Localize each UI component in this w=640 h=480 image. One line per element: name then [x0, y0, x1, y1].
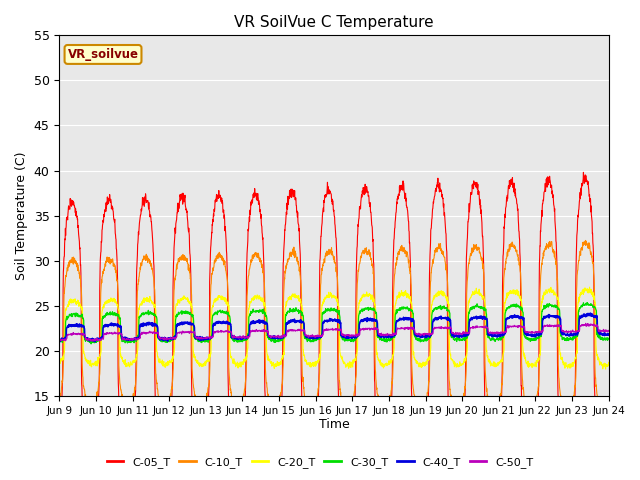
C-40_T [209, 333, 216, 338]
C-10_T [209, 270, 216, 276]
Text: VR_soilvue: VR_soilvue [67, 48, 138, 61]
C-40_T [556, 316, 564, 322]
C-05_T [209, 223, 216, 228]
C-50_T [362, 325, 369, 331]
Line: C-50_T: C-50_T [60, 324, 609, 341]
C-40_T [605, 332, 612, 337]
C-05_T [350, 421, 358, 427]
Line: C-20_T: C-20_T [60, 287, 609, 369]
C-10_T [362, 248, 369, 254]
C-40_T [494, 332, 502, 337]
Line: C-40_T: C-40_T [60, 313, 609, 342]
C-10_T [600, 414, 607, 420]
C-10_T [572, 382, 579, 387]
C-20_T [605, 360, 612, 365]
C-30_T [556, 330, 564, 336]
C-05_T [493, 447, 501, 453]
C-50_T [605, 328, 612, 334]
C-40_T [587, 310, 595, 316]
C-20_T [350, 359, 358, 364]
C-10_T [556, 390, 564, 396]
C-50_T [556, 324, 564, 329]
C-05_T [605, 448, 612, 454]
C-30_T [583, 300, 591, 306]
C-20_T [556, 350, 564, 356]
C-05_T [556, 432, 564, 438]
C-05_T [572, 380, 579, 385]
C-30_T [209, 312, 216, 318]
C-10_T [605, 403, 612, 408]
C-40_T [362, 317, 370, 323]
C-30_T [350, 338, 358, 344]
C-50_T [582, 321, 589, 326]
C-05_T [580, 169, 588, 175]
C-40_T [350, 335, 358, 340]
C-40_T [572, 332, 579, 337]
C-30_T [572, 333, 579, 339]
C-20_T [362, 291, 369, 297]
C-10_T [56, 397, 63, 403]
C-40_T [92, 339, 99, 345]
C-50_T [56, 338, 63, 344]
C-20_T [56, 359, 63, 365]
C-10_T [493, 404, 501, 409]
Legend: C-05_T, C-10_T, C-20_T, C-30_T, C-40_T, C-50_T: C-05_T, C-10_T, C-20_T, C-30_T, C-40_T, … [102, 452, 538, 472]
C-10_T [582, 238, 589, 243]
Line: C-05_T: C-05_T [60, 172, 609, 475]
C-20_T [209, 304, 216, 310]
C-40_T [56, 337, 63, 343]
C-20_T [602, 366, 609, 372]
Y-axis label: Soil Temperature (C): Soil Temperature (C) [15, 151, 28, 280]
Line: C-30_T: C-30_T [60, 303, 609, 344]
C-30_T [87, 341, 95, 347]
Line: C-10_T: C-10_T [60, 240, 609, 417]
C-05_T [601, 472, 609, 478]
X-axis label: Time: Time [319, 419, 349, 432]
C-30_T [605, 336, 612, 341]
C-20_T [493, 362, 501, 368]
C-50_T [572, 328, 579, 334]
C-50_T [209, 335, 216, 340]
Title: VR SoilVue C Temperature: VR SoilVue C Temperature [234, 15, 434, 30]
C-30_T [56, 339, 63, 345]
C-10_T [350, 397, 358, 403]
C-30_T [494, 336, 502, 342]
C-30_T [362, 305, 370, 311]
C-50_T [350, 332, 358, 338]
C-20_T [572, 355, 579, 361]
C-05_T [362, 189, 369, 195]
C-50_T [493, 330, 501, 336]
C-05_T [56, 426, 63, 432]
C-20_T [586, 284, 593, 290]
